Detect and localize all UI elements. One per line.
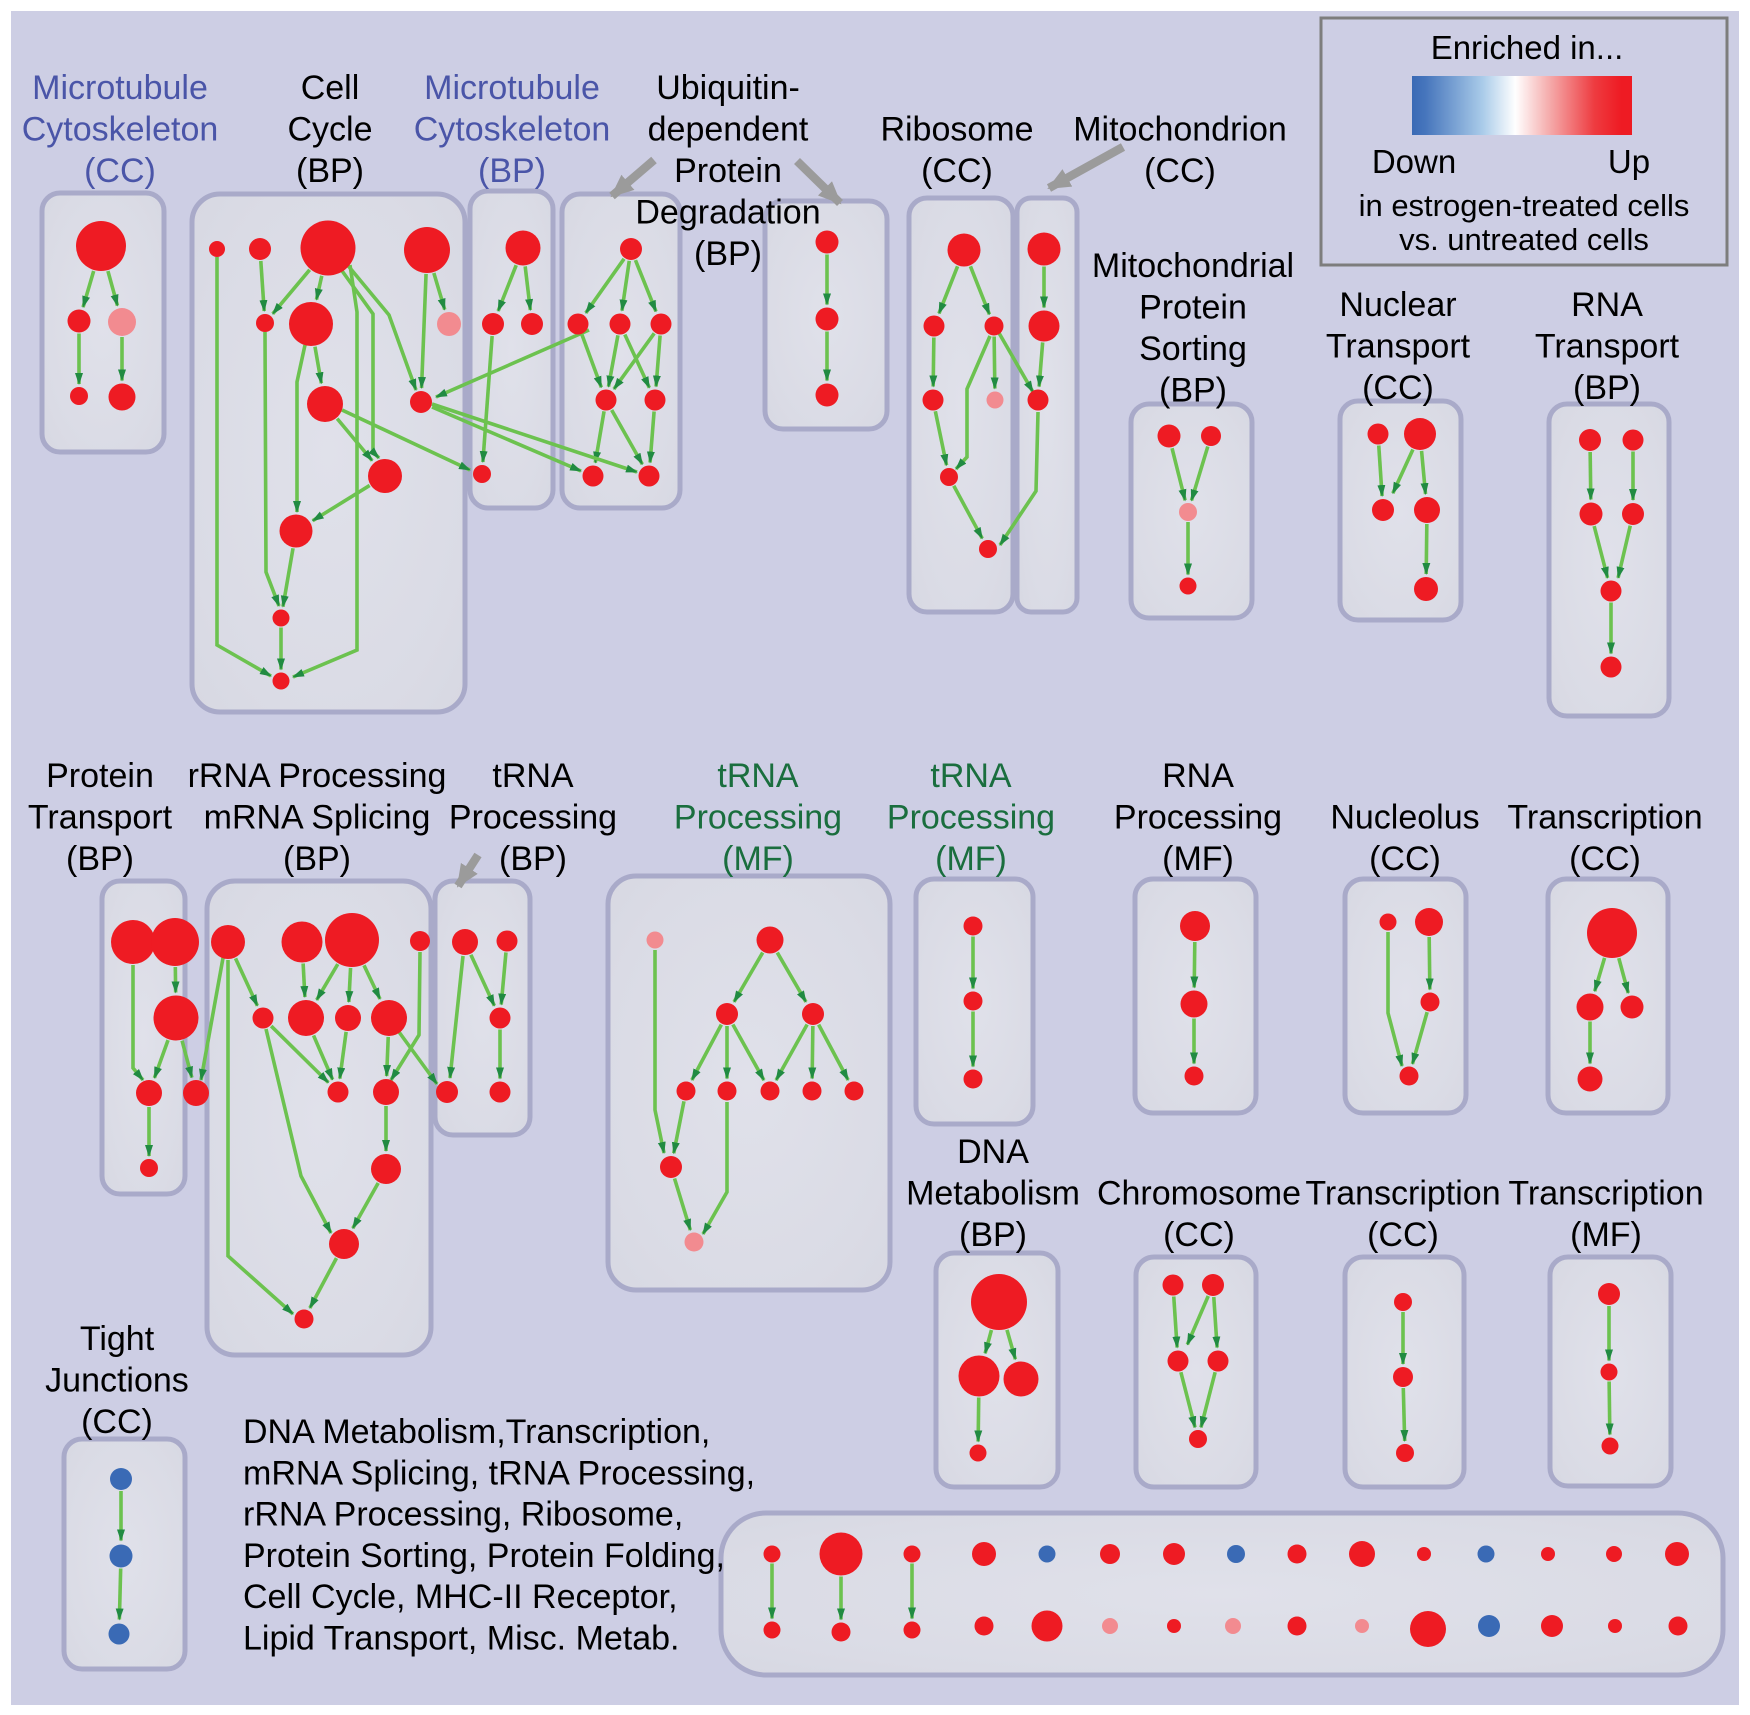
svg-text:Enriched in...: Enriched in... [1431,29,1624,66]
svg-text:(CC): (CC) [1163,1216,1235,1254]
svg-text:Metabolism: Metabolism [906,1175,1080,1213]
svg-text:Processing: Processing [1114,799,1282,837]
svg-text:vs. untreated cells: vs. untreated cells [1399,222,1649,257]
svg-text:tRNA: tRNA [492,757,574,795]
svg-text:Sorting: Sorting [1139,330,1247,368]
svg-text:Transcription: Transcription [1508,1175,1703,1213]
svg-text:Transport: Transport [28,799,173,837]
svg-text:Protein: Protein [1139,289,1247,327]
svg-text:(BP): (BP) [1573,369,1641,407]
svg-text:Cytoskeleton: Cytoskeleton [414,111,611,149]
svg-text:(CC): (CC) [1369,840,1441,878]
svg-text:Down: Down [1372,143,1456,180]
svg-text:Cytoskeleton: Cytoskeleton [22,111,219,149]
svg-text:Protein: Protein [46,757,154,795]
svg-text:Junctions: Junctions [45,1362,189,1400]
svg-text:(CC): (CC) [1144,152,1216,190]
svg-text:Degradation: Degradation [635,194,820,232]
svg-text:Nucleolus: Nucleolus [1330,799,1479,837]
svg-text:(CC): (CC) [1569,840,1641,878]
svg-text:(BP): (BP) [499,840,567,878]
svg-text:Chromosome: Chromosome [1097,1175,1301,1213]
svg-text:Cycle: Cycle [287,111,372,149]
svg-text:(CC): (CC) [84,152,156,190]
svg-text:Mitochondrion: Mitochondrion [1073,111,1287,149]
svg-text:RNA: RNA [1571,286,1643,324]
svg-text:Transport: Transport [1535,328,1680,366]
svg-text:(BP): (BP) [478,152,546,190]
svg-text:Cell: Cell [301,69,360,107]
svg-text:Tight: Tight [80,1320,155,1358]
svg-text:Transcription: Transcription [1507,799,1702,837]
svg-text:rRNA Processing: rRNA Processing [188,757,447,795]
svg-text:(CC): (CC) [1367,1216,1439,1254]
svg-text:(MF): (MF) [722,840,794,878]
svg-text:(BP): (BP) [1159,372,1227,410]
svg-text:Transcription: Transcription [1305,1175,1500,1213]
svg-text:Nuclear: Nuclear [1339,286,1456,324]
svg-text:(BP): (BP) [694,235,762,273]
svg-text:Processing: Processing [887,799,1055,837]
svg-text:tRNA: tRNA [717,757,799,795]
svg-text:(CC): (CC) [921,152,993,190]
svg-text:Protein: Protein [674,152,782,190]
svg-text:(MF): (MF) [1162,840,1234,878]
svg-text:(BP): (BP) [283,840,351,878]
svg-text:dependent: dependent [648,111,809,149]
svg-text:(MF): (MF) [1570,1216,1642,1254]
svg-text:Processing: Processing [449,799,617,837]
svg-text:tRNA: tRNA [930,757,1012,795]
svg-text:Processing: Processing [674,799,842,837]
svg-text:Protein Sorting, Protein Foldi: Protein Sorting, Protein Folding, [243,1537,725,1575]
svg-text:Ubiquitin-: Ubiquitin- [656,69,800,107]
svg-text:DNA Metabolism,Transcription,: DNA Metabolism,Transcription, [243,1413,710,1451]
svg-text:Ribosome: Ribosome [880,111,1033,149]
svg-text:(BP): (BP) [959,1216,1027,1254]
svg-text:mRNA Splicing, tRNA Processing: mRNA Splicing, tRNA Processing, [243,1454,755,1492]
svg-text:RNA: RNA [1162,757,1234,795]
svg-text:(CC): (CC) [1362,369,1434,407]
svg-text:Cell Cycle, MHC-II Receptor,: Cell Cycle, MHC-II Receptor, [243,1578,678,1616]
svg-text:(BP): (BP) [66,840,134,878]
svg-text:in estrogen-treated cells: in estrogen-treated cells [1359,188,1690,223]
svg-text:Lipid Transport, Misc. Metab.: Lipid Transport, Misc. Metab. [243,1620,680,1658]
svg-text:(BP): (BP) [296,152,364,190]
svg-text:Microtubule: Microtubule [424,69,600,107]
svg-text:mRNA Splicing: mRNA Splicing [204,799,431,837]
svg-text:Microtubule: Microtubule [32,69,208,107]
svg-text:DNA: DNA [957,1133,1029,1171]
svg-text:Mitochondrial: Mitochondrial [1092,247,1294,285]
svg-text:Up: Up [1608,143,1650,180]
svg-text:(CC): (CC) [81,1403,153,1441]
svg-text:rRNA Processing, Ribosome,: rRNA Processing, Ribosome, [243,1496,683,1534]
svg-text:Transport: Transport [1326,328,1471,366]
svg-text:(MF): (MF) [935,840,1007,878]
